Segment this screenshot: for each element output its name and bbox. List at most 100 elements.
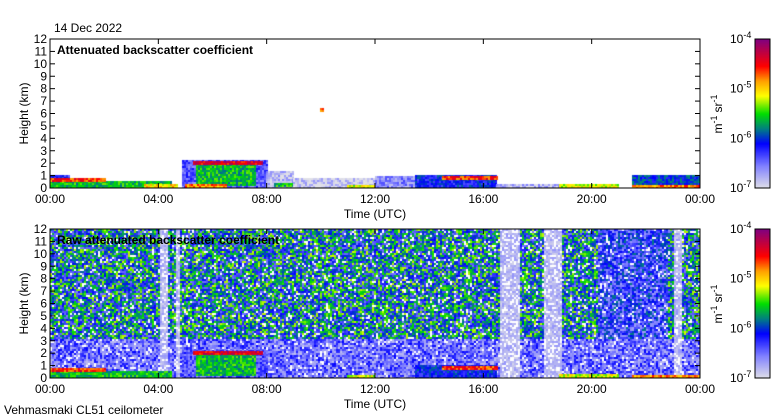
x-tick-label: 04:00 — [143, 192, 173, 206]
backscatter-layer — [632, 176, 700, 188]
y-tick-label: 9 — [40, 69, 47, 83]
date-label: 14 Dec 2022 — [54, 21, 122, 35]
backscatter-layer — [497, 184, 559, 188]
backscatter-layer — [183, 351, 267, 378]
x-tick-label: 16:00 — [468, 192, 498, 206]
colorbar-tick-label: 10-7 — [730, 369, 751, 385]
y-tick-label: 10 — [34, 247, 48, 261]
x-tick-label: 16:00 — [468, 382, 498, 396]
tick-base: 10 — [730, 272, 744, 286]
x-tick-label: 20:00 — [577, 382, 607, 396]
colorbar — [755, 39, 770, 188]
colorbar-tick-label: 10-7 — [730, 179, 751, 195]
x-tick-label: 20:00 — [577, 192, 607, 206]
y-tick-label: 12 — [34, 32, 48, 46]
backscatter-layer — [275, 183, 294, 187]
x-tick-label: 12:00 — [360, 382, 390, 396]
y-tick-label: 3 — [40, 144, 47, 158]
backscatter-layer — [375, 177, 416, 188]
backscatter-heatmap — [50, 39, 700, 188]
tick-base: 10 — [730, 131, 744, 145]
y-tick-label: 5 — [40, 309, 47, 323]
y-tick-label: 12 — [34, 222, 48, 236]
y-tick-label: 2 — [40, 346, 47, 360]
y-tick-label: 7 — [40, 94, 47, 108]
backscatter-layer — [194, 161, 262, 163]
y-axis-label: Height (km) — [17, 272, 31, 334]
y-tick-label: 1 — [40, 359, 47, 373]
backscatter-layer — [443, 366, 497, 368]
tick-exponent: -4 — [743, 30, 751, 40]
backscatter-layer — [183, 161, 267, 188]
backscatter-layer — [194, 351, 262, 353]
colorbar-frame — [754, 228, 771, 379]
backscatter-layer — [267, 172, 294, 188]
y-tick-label: 4 — [40, 131, 47, 145]
backscatter-layer — [321, 109, 323, 111]
tick-base: 10 — [730, 32, 744, 46]
plot-frame — [49, 38, 701, 189]
y-tick-label: 0 — [40, 181, 47, 195]
backscatter-layer — [196, 164, 256, 185]
y-tick-label: 2 — [40, 156, 47, 170]
backscatter-layer — [443, 176, 497, 178]
backscatter-layer — [50, 372, 172, 378]
colorbar-unit-label: m-1sr-1 — [709, 284, 725, 323]
backscatter-layer — [196, 354, 256, 375]
x-axis-label: Time (UTC) — [344, 397, 406, 411]
tick-exponent: -4 — [743, 220, 751, 230]
station-label: Vehmasmaki CL51 ceilometer — [4, 403, 163, 417]
tick-base: 10 — [730, 321, 744, 335]
tick-exponent: -5 — [743, 80, 751, 90]
y-tick-label: 6 — [40, 107, 47, 121]
colorbar-unit-label: m-1sr-1 — [709, 94, 725, 133]
plot-frame — [49, 228, 701, 379]
colorbar-tick-label: 10-4 — [730, 30, 751, 46]
x-tick-label: 00:00 — [685, 382, 715, 396]
tick-base: 10 — [730, 82, 744, 96]
backscatter-layer — [50, 176, 69, 188]
backscatter-layer — [294, 178, 375, 188]
tick-exponent: -7 — [743, 369, 751, 379]
y-tick-label: 10 — [34, 57, 48, 71]
x-axis-label: Time (UTC) — [344, 207, 406, 221]
tick-exponent: -5 — [743, 270, 751, 280]
y-tick-label: 1 — [40, 169, 47, 183]
tick-base: 10 — [730, 371, 744, 385]
y-tick-label: 11 — [35, 234, 48, 248]
tick-exponent: -6 — [743, 319, 751, 329]
tick-exponent: -6 — [743, 129, 751, 139]
colorbar-tick-label: 10-5 — [730, 80, 751, 96]
backscatter-layer — [50, 179, 104, 181]
y-tick-label: 0 — [40, 371, 47, 385]
y-axis-label: Height (km) — [17, 82, 31, 144]
y-tick-label: 5 — [40, 119, 47, 133]
tick-base: 10 — [730, 222, 744, 236]
panel-title: Raw attenuated backscatter coefficient — [57, 233, 279, 247]
backscatter-layer — [416, 366, 497, 378]
raw-backscatter-heatmap — [50, 229, 700, 378]
tick-exponent: -7 — [743, 179, 751, 189]
colorbar-tick-label: 10-6 — [730, 129, 751, 145]
panel-title: Attenuated backscatter coefficient — [57, 43, 253, 57]
backscatter-layer — [145, 184, 178, 188]
colorbar-frame — [754, 38, 771, 189]
colorbar-tick-label: 10-5 — [730, 270, 751, 286]
x-tick-label: 00:00 — [35, 192, 65, 206]
backscatter-layer — [50, 369, 104, 371]
colorbar-tick-label: 10-4 — [730, 220, 751, 236]
colorbar — [755, 229, 770, 378]
backscatter-layer — [185, 184, 226, 188]
tick-base: 10 — [730, 181, 744, 195]
y-tick-label: 8 — [40, 272, 47, 286]
y-tick-label: 11 — [35, 44, 48, 58]
x-tick-label: 12:00 — [360, 192, 390, 206]
y-tick-label: 3 — [40, 334, 47, 348]
x-tick-label: 04:00 — [143, 382, 173, 396]
x-tick-label: 08:00 — [252, 382, 282, 396]
y-tick-label: 6 — [40, 297, 47, 311]
x-tick-label: 08:00 — [252, 192, 282, 206]
